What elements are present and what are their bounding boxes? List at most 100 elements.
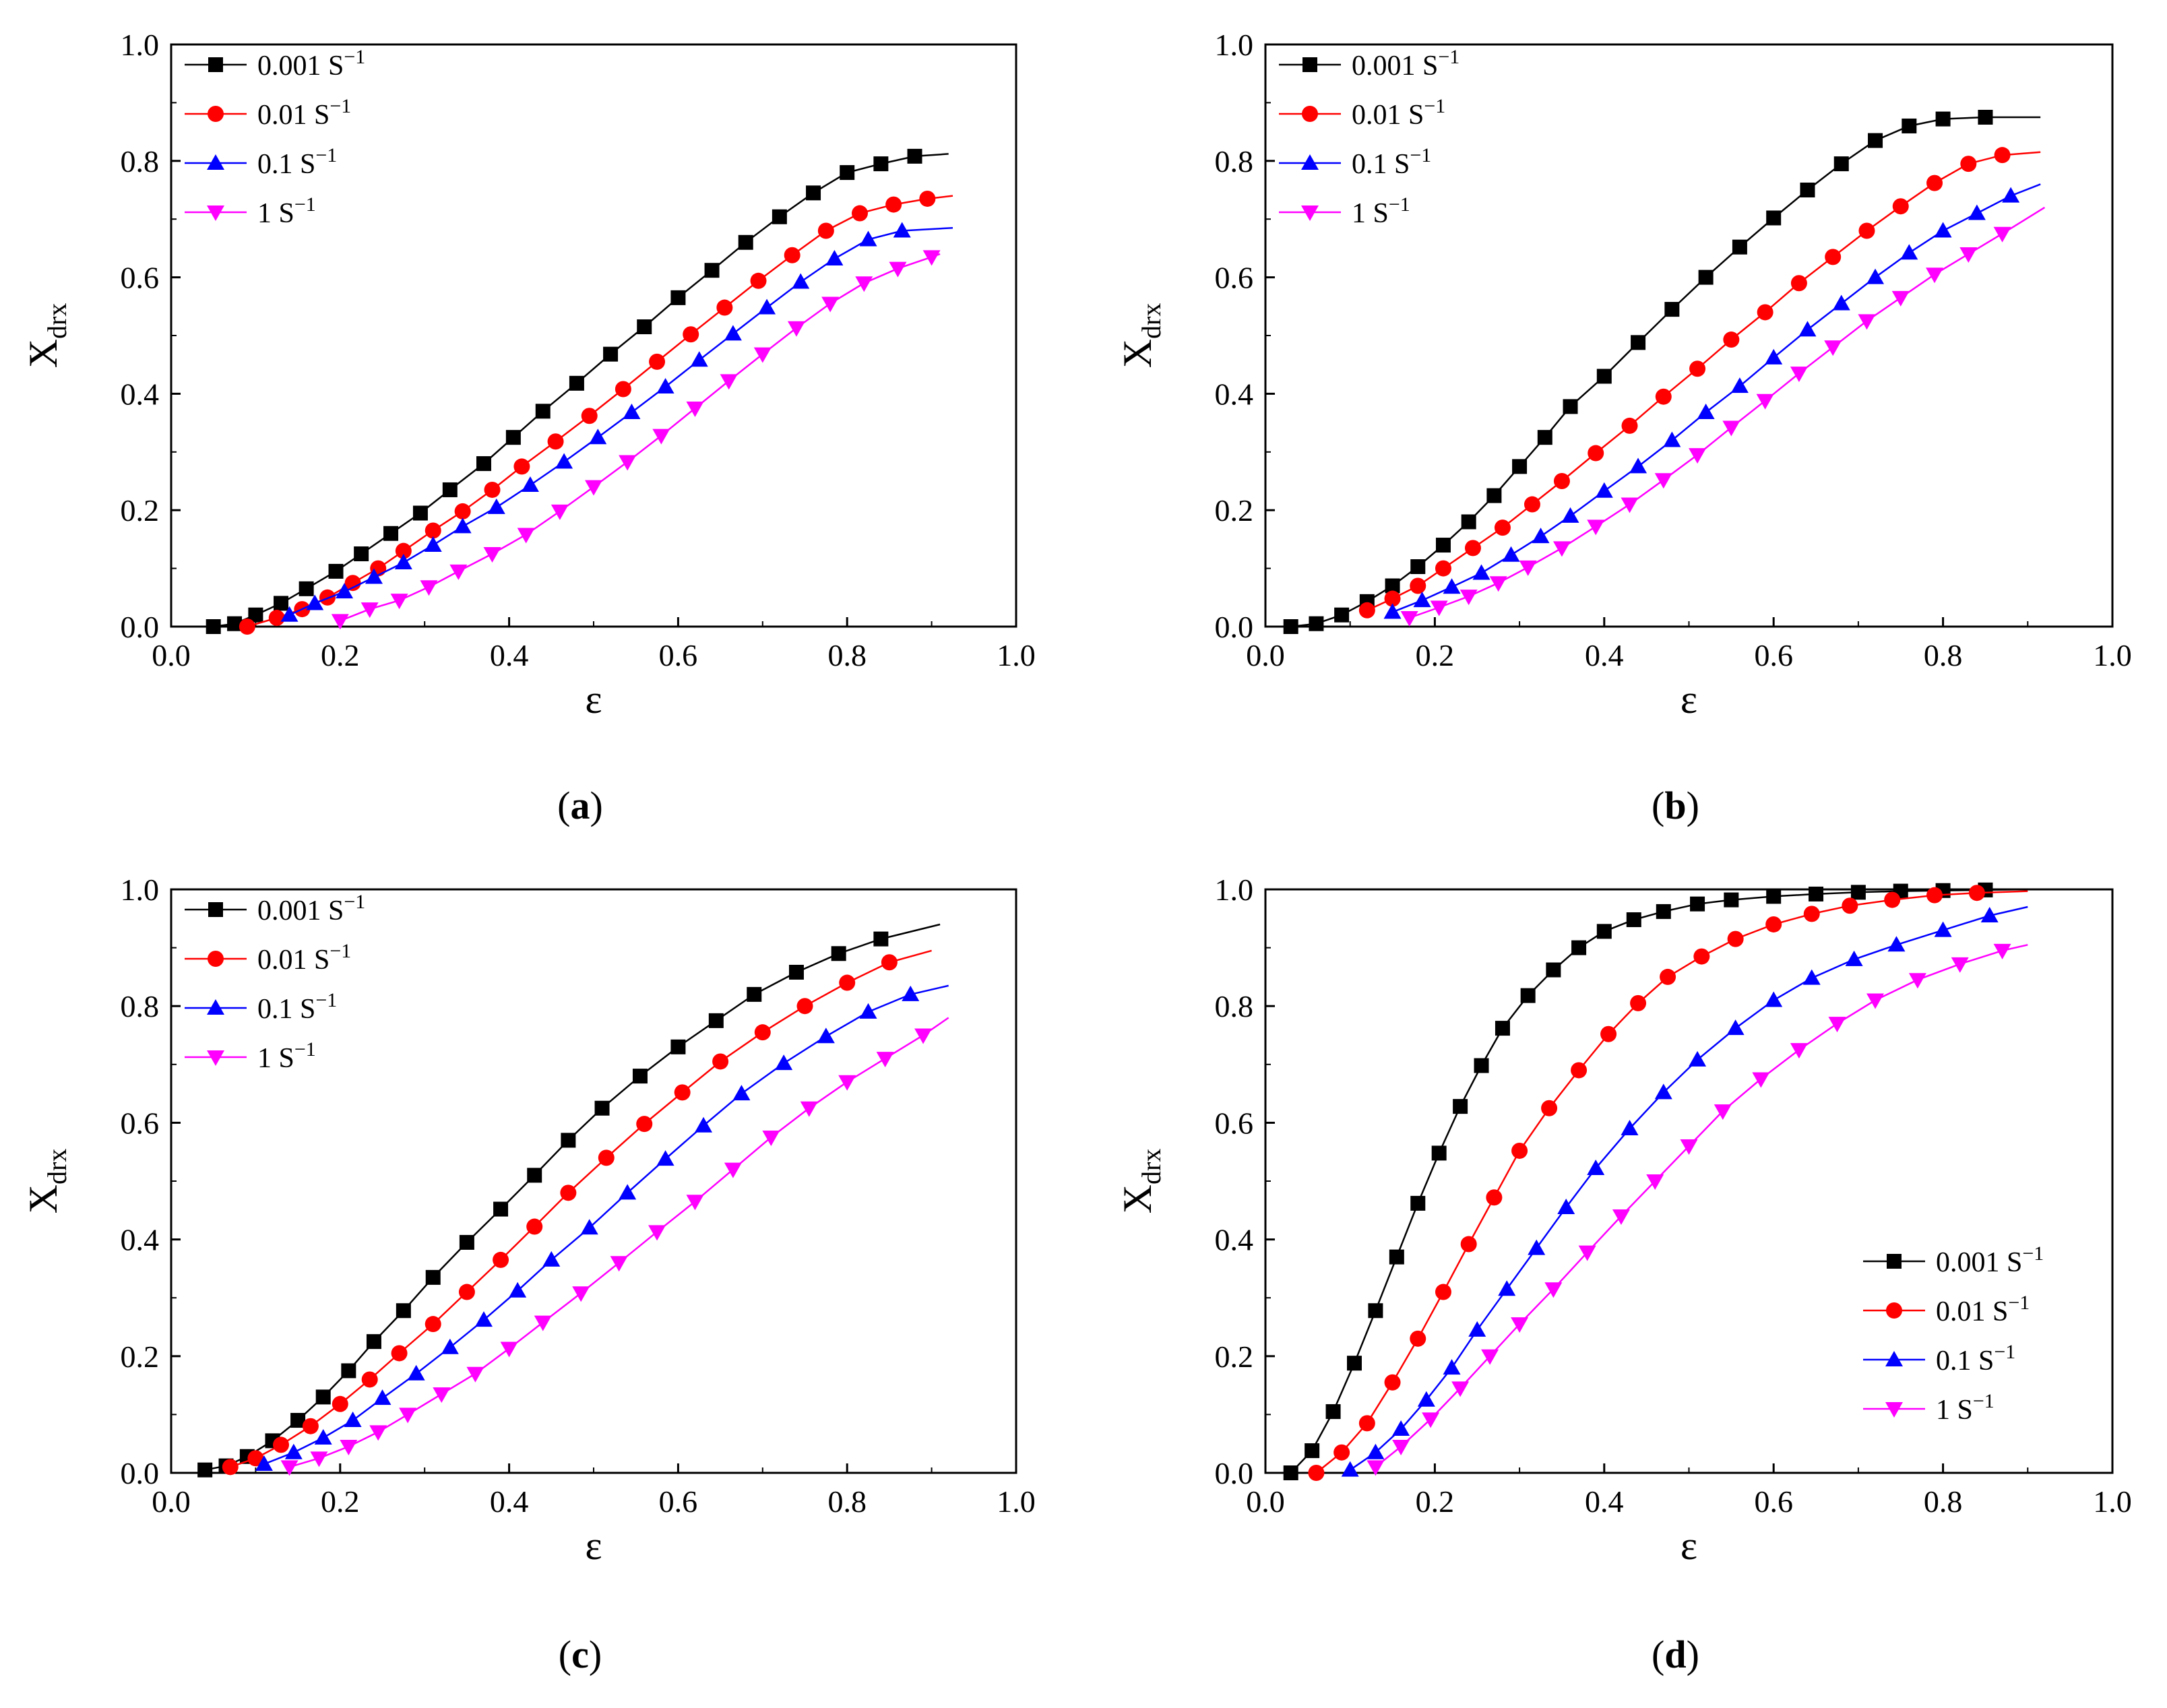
x-tick-label: 0.6 bbox=[659, 1484, 698, 1519]
data-point bbox=[332, 1395, 348, 1412]
data-point bbox=[310, 1451, 328, 1467]
data-point bbox=[674, 1084, 691, 1101]
data-point bbox=[1571, 1062, 1588, 1079]
data-point bbox=[1994, 147, 2011, 164]
data-point bbox=[399, 1407, 417, 1424]
data-point bbox=[695, 1116, 713, 1133]
data-point bbox=[784, 247, 800, 263]
y-tick-label: 0.4 bbox=[121, 1223, 160, 1257]
data-point bbox=[306, 594, 324, 610]
data-point bbox=[1968, 204, 1986, 220]
x-axis-label: ε bbox=[1681, 1523, 1697, 1568]
chart-panel-b: 0.0 0.2 0.4 0.6 0.8 1.0 0.0 0.2 0.4 0.6 0.8 1.0 ε Xdr… bbox=[1115, 28, 2132, 827]
data-point bbox=[683, 326, 699, 343]
data-point bbox=[551, 504, 569, 520]
plot-frame bbox=[1264, 43, 2114, 628]
series-0.01 bbox=[239, 190, 953, 635]
data-point bbox=[859, 230, 877, 247]
data-point bbox=[1495, 1021, 1510, 1036]
data-point bbox=[1596, 924, 1612, 939]
data-point bbox=[747, 986, 762, 1002]
data-point bbox=[594, 1100, 610, 1116]
data-point bbox=[649, 353, 666, 370]
x-tick-label: 0.4 bbox=[490, 638, 529, 672]
legend-label: 0.01 S−1 bbox=[1352, 95, 1445, 131]
data-point bbox=[1546, 962, 1561, 978]
legend-marker bbox=[1886, 1302, 1902, 1319]
x-tick-label: 0.8 bbox=[1924, 638, 1963, 672]
data-point bbox=[1358, 602, 1375, 619]
data-point bbox=[268, 610, 285, 627]
data-point bbox=[1596, 369, 1612, 384]
legend-label: 1 S−1 bbox=[1352, 193, 1410, 229]
data-point bbox=[1383, 603, 1402, 619]
y-axis-label-sub: drx bbox=[1136, 303, 1166, 339]
y-tick-label: 0.6 bbox=[1215, 261, 1254, 295]
data-point bbox=[648, 1225, 666, 1241]
data-point bbox=[825, 249, 844, 265]
data-point bbox=[1656, 904, 1671, 919]
data-point bbox=[1926, 267, 1944, 284]
data-point bbox=[1765, 348, 1783, 365]
data-point bbox=[893, 222, 911, 238]
data-point bbox=[1908, 973, 1926, 989]
data-point bbox=[493, 1251, 509, 1268]
data-point bbox=[712, 1053, 729, 1070]
data-point bbox=[670, 290, 686, 305]
legend-marker bbox=[207, 154, 224, 170]
data-point bbox=[483, 547, 501, 563]
y-axis-label: Xdrx bbox=[21, 1149, 72, 1214]
data-point bbox=[1825, 249, 1842, 265]
data-point bbox=[1400, 611, 1418, 627]
data-point bbox=[1621, 497, 1639, 513]
data-point bbox=[1730, 377, 1749, 393]
data-point bbox=[1993, 226, 2011, 243]
x-tick-label: 1.0 bbox=[2093, 1484, 2132, 1519]
x-tick-label: 0.2 bbox=[1416, 638, 1455, 672]
legend: 0.001 S−1 0.01 S−1 0.1 S−1 1 S−1 bbox=[185, 46, 365, 229]
data-point bbox=[817, 222, 834, 239]
y-tick-label: 0.2 bbox=[121, 1339, 160, 1374]
data-point bbox=[572, 1286, 590, 1302]
y-tick-label: 0.6 bbox=[121, 1106, 160, 1140]
data-point bbox=[521, 476, 539, 493]
panel-label: (b) bbox=[1652, 784, 1699, 827]
x-tick-label: 1.0 bbox=[997, 1484, 1036, 1519]
data-point bbox=[1384, 1374, 1401, 1391]
data-point bbox=[369, 1425, 387, 1441]
data-point bbox=[1663, 431, 1681, 447]
y-axis-label-main: X bbox=[21, 339, 65, 368]
data-point bbox=[1726, 1019, 1745, 1036]
legend: 0.001 S−1 0.01 S−1 0.1 S−1 1 S−1 bbox=[185, 891, 365, 1074]
data-point bbox=[1571, 940, 1587, 955]
data-point bbox=[1960, 156, 1977, 172]
legend-marker bbox=[1887, 1254, 1902, 1269]
data-point bbox=[690, 351, 708, 367]
data-point bbox=[1459, 590, 1478, 606]
series-line bbox=[1375, 944, 2028, 1468]
data-point bbox=[914, 1028, 933, 1044]
data-point bbox=[1866, 993, 1885, 1009]
data-point bbox=[493, 1201, 509, 1217]
data-point bbox=[1524, 496, 1540, 513]
series-0.01 bbox=[1308, 885, 2028, 1481]
series-line bbox=[230, 949, 932, 1468]
data-point bbox=[738, 234, 753, 250]
data-point bbox=[505, 430, 521, 445]
data-point bbox=[474, 1311, 493, 1327]
legend-marker bbox=[1885, 1351, 1903, 1366]
data-point bbox=[598, 1149, 615, 1166]
data-point bbox=[222, 1459, 239, 1476]
data-point bbox=[859, 1003, 877, 1019]
data-point bbox=[885, 196, 902, 213]
legend-label: 0.01 S−1 bbox=[257, 940, 351, 976]
data-point bbox=[458, 1284, 475, 1300]
data-point bbox=[442, 482, 458, 497]
legend-marker bbox=[1302, 106, 1318, 122]
data-point bbox=[589, 429, 607, 445]
data-point bbox=[513, 458, 530, 475]
series-0.001 bbox=[197, 923, 941, 1478]
legend-label: 1 S−1 bbox=[1936, 1390, 1995, 1426]
plot-frame bbox=[170, 888, 1017, 1474]
